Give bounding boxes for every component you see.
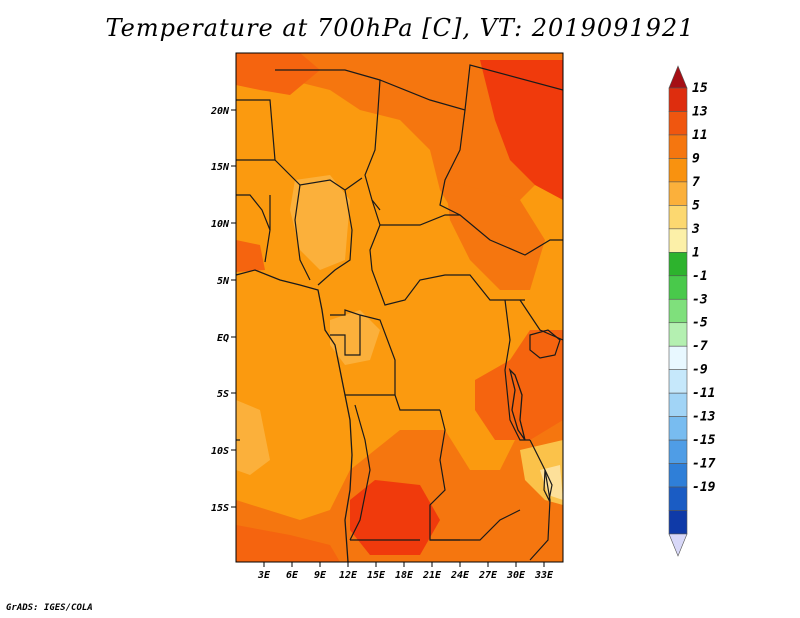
- field-light-nigeria: [290, 175, 350, 270]
- lake-victoria: [529, 329, 561, 359]
- lon-label: 30E: [506, 570, 526, 581]
- colorbar-label: -19: [692, 480, 716, 495]
- lon-label: 9E: [314, 570, 327, 581]
- colorbar-swatch: [668, 510, 688, 535]
- lon-label: 15E: [367, 570, 386, 581]
- map-frame: [235, 52, 564, 563]
- colorbar-label: -9: [692, 363, 708, 378]
- colorbar-label: -3: [692, 292, 708, 307]
- lat-label: 10S: [211, 446, 229, 457]
- colorbar-swatch: [668, 228, 688, 253]
- lon-label: 24E: [450, 570, 470, 581]
- lon-label: 6E: [286, 570, 299, 581]
- colorbar-label: -7: [692, 339, 708, 354]
- colorbar-label: -1: [692, 269, 708, 284]
- colorbar-swatch: [668, 275, 688, 300]
- colorbar-label: -17: [692, 457, 716, 472]
- lat-label: 15N: [211, 162, 230, 173]
- colorbar-swatch: [668, 111, 688, 136]
- lat-label: 5N: [217, 276, 230, 287]
- colorbar-label: 3: [691, 222, 700, 237]
- field-light-ocean: [236, 400, 270, 475]
- colorbar-swatch: [668, 252, 688, 277]
- temperature-field: [236, 53, 563, 562]
- field-warm-northwest: [236, 53, 320, 95]
- coastline: [236, 269, 353, 562]
- colorbar-swatch: [668, 298, 688, 324]
- lat-label: 5S: [217, 389, 229, 400]
- lon-label: 27E: [478, 570, 498, 581]
- colorbar-label: -11: [692, 386, 715, 401]
- colorbar-label: 1: [692, 245, 700, 260]
- colorbar-swatch: [668, 158, 688, 183]
- colorbar-label: -5: [692, 316, 708, 331]
- colorbar-top-arrow: [668, 65, 688, 89]
- colorbar-label: 7: [692, 175, 700, 190]
- map-title: Temperature at 700hPa [C], VT: 201909192…: [105, 14, 695, 42]
- lat-label: EQ: [217, 333, 229, 344]
- lon-label: 18E: [395, 570, 414, 581]
- lon-label: 3E: [257, 570, 271, 581]
- colorbar-label: -13: [692, 410, 716, 425]
- colorbar-swatch: [668, 87, 688, 112]
- lat-label: 20N: [210, 106, 230, 117]
- colorbar-swatch: [668, 439, 688, 464]
- colorbar-label: 5: [692, 198, 700, 213]
- colorbar-label: -15: [692, 433, 716, 448]
- longitude-axis: 3E 6E 9E 12E 15E 18E 21E 24E 27E 30E 33E: [257, 562, 554, 581]
- field-hot-northeast: [480, 60, 563, 200]
- colorbar-label: 13: [692, 104, 708, 119]
- colorbar-label: 9: [692, 151, 700, 166]
- lake-tanganyika: [508, 367, 526, 441]
- colorbar: 15 13 11 9 7 5 3 1 -1 -3 -5 -7 -9 -11 -13 -15 -17 -19: [668, 65, 716, 557]
- colorbar-swatch: [668, 345, 688, 370]
- colorbar-swatch: [668, 463, 688, 488]
- colorbar-label: 15: [692, 81, 708, 96]
- colorbar-swatch: [668, 416, 688, 441]
- colorbar-swatch: [668, 134, 688, 159]
- lake-malawi: [543, 469, 553, 502]
- field-hot-angola: [350, 480, 440, 555]
- colorbar-swatch: [668, 486, 688, 511]
- field-warm-north: [236, 53, 563, 220]
- field-warm-sudan: [445, 180, 545, 290]
- latitude-axis: 20N 15N 10N 5N EQ 5S 10S 15S: [210, 106, 236, 514]
- lon-label: 12E: [339, 570, 358, 581]
- lon-label: 21E: [422, 570, 442, 581]
- colorbar-swatch: [668, 369, 688, 394]
- lat-label: 10N: [211, 219, 230, 230]
- country-borders: [236, 64, 563, 561]
- colorbar-swatch: [668, 392, 688, 417]
- grads-credit: GrADS: IGES/COLA: [6, 603, 93, 613]
- field-warm-southwest: [236, 525, 340, 562]
- colorbar-label: 11: [692, 128, 708, 143]
- colorbar-swatch: [668, 322, 688, 347]
- colorbar-bottom-arrow: [668, 533, 688, 557]
- field-light-gabon: [330, 310, 380, 365]
- lat-label: 15S: [211, 503, 229, 514]
- field-warm-liberia: [236, 240, 265, 272]
- colorbar-swatch: [668, 205, 688, 230]
- colorbar-swatch: [668, 181, 688, 206]
- lon-label: 33E: [534, 570, 554, 581]
